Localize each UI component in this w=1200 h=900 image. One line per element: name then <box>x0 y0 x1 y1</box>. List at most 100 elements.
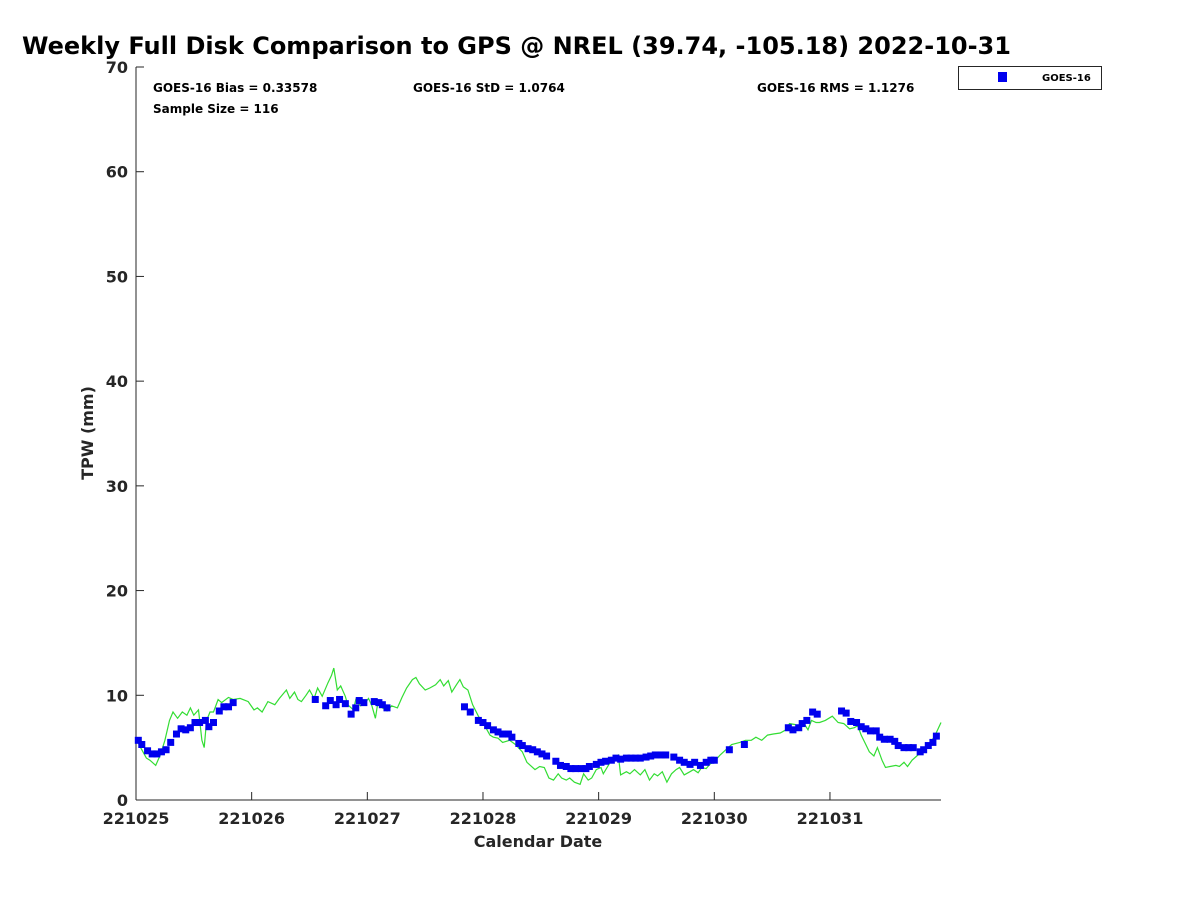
goes16-data-point <box>670 753 678 761</box>
goes16-data-point <box>474 716 482 724</box>
y-tick-label: 10 <box>106 686 128 705</box>
goes16-data-point <box>172 730 180 738</box>
goes16-data-point <box>847 717 855 725</box>
goes16-data-point <box>803 716 811 724</box>
x-tick-label: 221030 <box>681 809 748 828</box>
goes16-data-point <box>191 719 199 727</box>
x-tick-label: 221025 <box>103 809 170 828</box>
goes16-data-point <box>182 726 190 734</box>
plot-area <box>134 67 942 801</box>
goes16-data-point <box>572 765 580 773</box>
goes16-data-point <box>538 750 546 758</box>
goes16-data-point <box>651 751 659 759</box>
goes16-data-point <box>602 757 610 765</box>
goes16-data-point <box>740 741 748 749</box>
goes16-data-point <box>798 720 806 728</box>
legend-label-goes16: GOES-16 <box>1042 73 1091 84</box>
goes16-data-point <box>215 707 223 715</box>
goes16-data-point <box>484 722 492 730</box>
stat-bias: GOES-16 Bias = 0.33578 <box>153 81 317 95</box>
goes16-data-point <box>355 697 363 705</box>
goes16-data-point <box>167 738 175 746</box>
goes16-data-point <box>612 754 620 762</box>
goes16-data-point <box>524 745 532 753</box>
goes16-data-point <box>326 697 334 705</box>
y-tick-label: 20 <box>106 582 128 601</box>
y-axis-label: TPW (mm) <box>78 386 97 480</box>
stat-rms: GOES-16 RMS = 1.1276 <box>757 81 914 95</box>
x-axis-label: Calendar Date <box>474 832 603 851</box>
goes16-data-point <box>900 744 908 752</box>
legend-marker-goes16 <box>998 72 1007 82</box>
goes16-data-point <box>725 746 733 754</box>
goes16-data-point <box>494 728 502 736</box>
goes16-series <box>134 695 940 773</box>
goes16-data-point <box>880 735 888 743</box>
y-tick-label: 40 <box>106 372 128 391</box>
goes16-data-point <box>577 765 585 773</box>
y-axis-ticks: 0 10 20 30 40 50 60 70 <box>106 58 144 810</box>
goes16-data-point <box>676 756 684 764</box>
goes16-data-point <box>370 698 378 706</box>
goes16-data-point <box>332 701 340 709</box>
goes16-data-point <box>229 699 237 707</box>
goes16-data-point <box>157 748 165 756</box>
goes16-data-point <box>617 755 625 763</box>
goes16-data-point <box>872 727 880 735</box>
goes16-data-point <box>460 703 468 711</box>
goes16-data-point <box>857 723 865 731</box>
goes16-data-point <box>702 758 710 766</box>
goes16-data-point <box>347 710 355 718</box>
goes16-data-point <box>499 730 507 738</box>
goes16-data-point <box>932 732 940 740</box>
y-tick-label: 70 <box>106 58 128 77</box>
goes16-data-point <box>680 758 688 766</box>
goes16-data-point <box>153 750 161 758</box>
goes16-data-point <box>144 747 152 755</box>
goes16-data-point <box>225 703 233 711</box>
goes16-data-point <box>138 741 146 749</box>
stat-sample-size: Sample Size = 116 <box>153 102 279 116</box>
goes16-data-point <box>177 725 185 733</box>
goes16-data-point <box>622 754 630 762</box>
goes16-data-point <box>543 752 551 760</box>
goes16-data-point <box>905 744 913 752</box>
goes16-data-point <box>862 725 870 733</box>
legend-box <box>958 66 1102 90</box>
goes16-data-point <box>466 708 474 716</box>
goes16-data-point <box>929 738 937 746</box>
goes16-data-point <box>696 761 704 769</box>
x-tick-label: 221029 <box>565 809 632 828</box>
y-tick-label: 50 <box>106 267 128 286</box>
goes16-data-point <box>691 758 699 766</box>
goes16-data-point <box>341 700 349 708</box>
goes16-data-point <box>352 704 360 712</box>
goes16-data-point <box>789 726 797 734</box>
goes16-data-point <box>842 709 850 717</box>
x-tick-label: 221031 <box>797 809 864 828</box>
goes16-data-point <box>809 708 817 716</box>
goes16-data-point <box>556 761 564 769</box>
goes16-data-point <box>567 765 575 773</box>
goes16-data-point <box>632 754 640 762</box>
goes16-data-point <box>886 735 894 743</box>
goes16-data-point <box>205 723 213 731</box>
x-tick-label: 221027 <box>334 809 401 828</box>
goes16-data-point <box>585 762 593 770</box>
goes16-data-point <box>636 754 644 762</box>
chart-title: Weekly Full Disk Comparison to GPS @ NRE… <box>22 32 1011 60</box>
goes16-data-point <box>894 742 902 750</box>
goes16-data-point <box>383 704 391 712</box>
goes16-data-point <box>311 695 319 703</box>
goes16-data-point <box>909 744 917 752</box>
x-tick-label: 221028 <box>450 809 517 828</box>
x-axis-ticks: 221025 221026 221027 221028 221029 221030 2210… <box>103 792 864 828</box>
goes16-data-point <box>853 719 861 727</box>
goes16-data-point <box>533 748 541 756</box>
goes16-data-point <box>518 742 526 750</box>
goes16-data-point <box>209 719 217 727</box>
stat-std: GOES-16 StD = 1.0764 <box>413 81 565 95</box>
goes16-data-point <box>562 762 570 770</box>
goes16-data-point <box>920 746 928 754</box>
